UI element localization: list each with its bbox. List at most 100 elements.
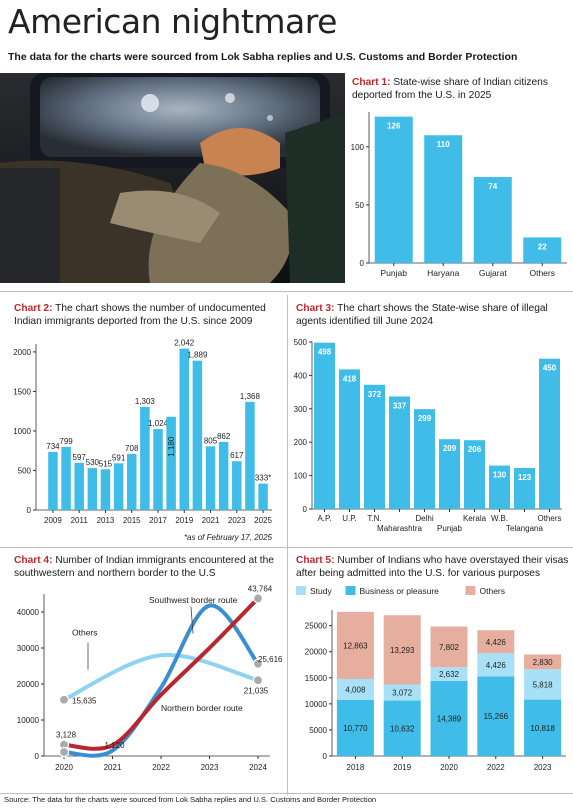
data-label: 3,128 xyxy=(56,731,77,740)
data-label: 498 xyxy=(318,348,332,357)
data-label: 15,635 xyxy=(72,697,97,706)
chart1-title: Chart 1: State-wise share of Indian citi… xyxy=(352,76,567,102)
bar xyxy=(439,439,460,509)
legend-swatch xyxy=(345,586,356,595)
x-tick-label: W.B. xyxy=(491,514,508,523)
x-tick-label: 2025 xyxy=(254,516,272,525)
data-label: 597 xyxy=(73,453,87,462)
chart4-title: Chart 4: Number of Indian immigrants enc… xyxy=(14,554,284,580)
x-tick-label: 2013 xyxy=(97,516,115,525)
data-label: 110 xyxy=(437,140,450,149)
data-label: 530 xyxy=(86,458,100,467)
x-tick-label: 2015 xyxy=(123,516,141,525)
y-tick-label: 25000 xyxy=(305,622,328,631)
bar-segment xyxy=(524,654,562,670)
page-title: American nightmare xyxy=(8,2,337,41)
x-tick-label: 2019 xyxy=(393,763,411,772)
data-label: 1,120 xyxy=(105,741,126,750)
x-tick-label: A.P. xyxy=(317,514,331,523)
x-tick-label: Kerala xyxy=(463,514,487,523)
bar xyxy=(389,396,410,509)
x-tick-label: 2009 xyxy=(44,516,62,525)
x-tick-label: 2023 xyxy=(228,516,246,525)
bar xyxy=(179,348,190,510)
data-label: 515 xyxy=(99,459,113,468)
data-label: 1,180 xyxy=(167,436,176,457)
chart5-label: Chart 5: xyxy=(296,555,335,566)
bar xyxy=(153,429,163,510)
data-label: 337 xyxy=(393,401,407,410)
legend-label: Others xyxy=(480,586,506,596)
data-label: 10,632 xyxy=(390,724,415,733)
bar xyxy=(61,446,71,510)
x-tick-label: Maharashtra xyxy=(377,524,422,533)
data-label: 862 xyxy=(217,432,231,441)
bar-segment xyxy=(430,680,468,756)
x-tick-label: 2018 xyxy=(347,763,365,772)
data-label: 708 xyxy=(125,444,139,453)
y-tick-label: 0 xyxy=(303,505,308,514)
data-label: 13,293 xyxy=(390,646,415,655)
bar xyxy=(74,462,84,510)
data-label: 209 xyxy=(443,444,457,453)
divider xyxy=(0,291,573,292)
y-tick-label: 1500 xyxy=(13,387,31,396)
bar-segment xyxy=(477,630,515,654)
x-tick-label: U.P. xyxy=(342,514,357,523)
bar xyxy=(523,237,562,263)
bar xyxy=(87,468,98,510)
chart4-label: Chart 4: xyxy=(14,555,53,566)
data-label: 43,764 xyxy=(248,584,273,593)
bar xyxy=(245,401,255,510)
data-label: 4,008 xyxy=(345,685,366,694)
chart1-title-text: State-wise share of Indian citizens depo… xyxy=(352,77,548,101)
x-tick-label: Haryana xyxy=(427,268,459,278)
x-tick-label: Punjab xyxy=(381,268,408,278)
chart1-plot: 0 50 100 126 Punjab 110 Haryana 74 Gujarat 22 Othe… xyxy=(351,112,567,278)
data-point xyxy=(252,658,264,669)
data-label: 591 xyxy=(112,453,126,462)
data-label: 418 xyxy=(343,374,357,383)
x-tick-label: T.N. xyxy=(367,514,381,523)
x-tick-label: 2020 xyxy=(440,763,458,772)
chart5-plot: Study Business or pleasure Others 0 5000 1000… xyxy=(296,586,566,772)
legend-label: Study xyxy=(310,586,332,596)
y-tick-label: 30000 xyxy=(17,644,40,653)
y-tick-label: 10000 xyxy=(17,716,40,725)
data-point xyxy=(252,593,264,604)
bar xyxy=(374,116,413,264)
data-label: 5,818 xyxy=(533,680,554,689)
chart2-label: Chart 2: xyxy=(14,303,53,314)
data-label: 10,818 xyxy=(530,724,555,733)
bar xyxy=(140,407,150,510)
bar-segment xyxy=(383,684,421,701)
y-tick-label: 100 xyxy=(294,472,308,481)
bar xyxy=(364,384,385,509)
data-label: 123 xyxy=(518,473,532,482)
y-tick-label: 5000 xyxy=(309,726,327,735)
divider xyxy=(0,547,573,548)
y-tick-label: 0 xyxy=(323,752,328,761)
bar xyxy=(232,461,242,510)
legend-swatch xyxy=(296,586,306,595)
chart-note: *as of February 17, 2025 xyxy=(184,533,273,542)
bar xyxy=(126,454,137,510)
data-label: 1,889 xyxy=(187,351,208,360)
x-tick-label: 2020 xyxy=(55,763,73,772)
x-tick-label: Punjab xyxy=(437,524,462,533)
data-label: 130 xyxy=(493,471,507,480)
bar xyxy=(314,342,335,509)
x-tick-label: 2021 xyxy=(202,516,220,525)
data-label: 734 xyxy=(46,442,60,451)
x-tick-label: 2022 xyxy=(487,763,505,772)
bar-segment xyxy=(336,699,374,756)
data-label: 206 xyxy=(468,445,482,454)
bar-segment xyxy=(383,700,421,756)
data-label: 2,042 xyxy=(174,339,195,348)
x-tick-label: 2023 xyxy=(201,763,219,772)
bar-segment xyxy=(430,626,468,668)
data-label: 299 xyxy=(418,414,432,423)
bar-segment xyxy=(336,611,374,679)
y-tick-label: 300 xyxy=(294,405,308,414)
